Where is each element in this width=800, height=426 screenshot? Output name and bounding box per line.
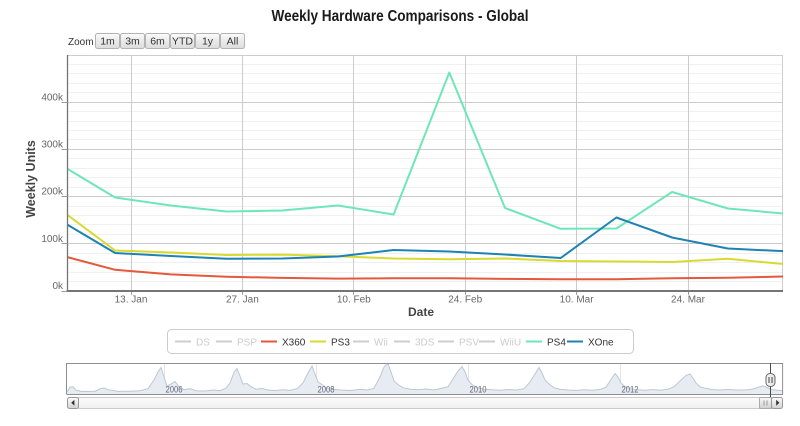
svg-text:PS3: PS3 [331, 337, 350, 348]
svg-text:WiiU: WiiU [500, 337, 521, 348]
svg-text:PSP: PSP [237, 337, 257, 348]
svg-text:100k: 100k [41, 234, 64, 245]
svg-text:24. Mar: 24. Mar [671, 295, 706, 306]
svg-text:Zoom: Zoom [68, 37, 94, 48]
svg-text:0k: 0k [52, 281, 64, 292]
svg-text:10. Feb: 10. Feb [337, 295, 371, 306]
svg-text:1y: 1y [202, 36, 214, 48]
svg-text:1m: 1m [100, 36, 115, 48]
svg-text:24. Feb: 24. Feb [448, 295, 482, 306]
svg-text:Date: Date [408, 305, 434, 319]
svg-text:2012: 2012 [622, 385, 639, 395]
svg-text:3DS: 3DS [415, 337, 435, 348]
svg-text:X360: X360 [282, 337, 306, 348]
svg-text:6m: 6m [150, 36, 165, 48]
svg-text:DS: DS [196, 337, 210, 348]
svg-text:200k: 200k [41, 187, 64, 198]
svg-text:Weekly Units: Weekly Units [24, 140, 38, 218]
svg-text:300k: 300k [41, 140, 64, 151]
svg-text:10. Mar: 10. Mar [560, 295, 595, 306]
svg-text:13. Jan: 13. Jan [115, 295, 148, 306]
svg-text:400k: 400k [41, 92, 64, 103]
svg-text:PSV: PSV [459, 337, 479, 348]
svg-text:27. Jan: 27. Jan [226, 295, 259, 306]
svg-text:Weekly Hardware Comparisons -: Weekly Hardware Comparisons - Global [272, 8, 529, 25]
svg-text:3m: 3m [125, 36, 140, 48]
svg-text:2008: 2008 [318, 385, 335, 395]
svg-text:2010: 2010 [470, 385, 487, 395]
svg-text:Wii: Wii [374, 337, 388, 348]
svg-text:YTD: YTD [172, 36, 193, 48]
svg-text:2006: 2006 [166, 385, 183, 395]
svg-text:All: All [227, 36, 239, 48]
svg-text:XOne: XOne [588, 337, 614, 348]
svg-text:PS4: PS4 [547, 337, 566, 348]
